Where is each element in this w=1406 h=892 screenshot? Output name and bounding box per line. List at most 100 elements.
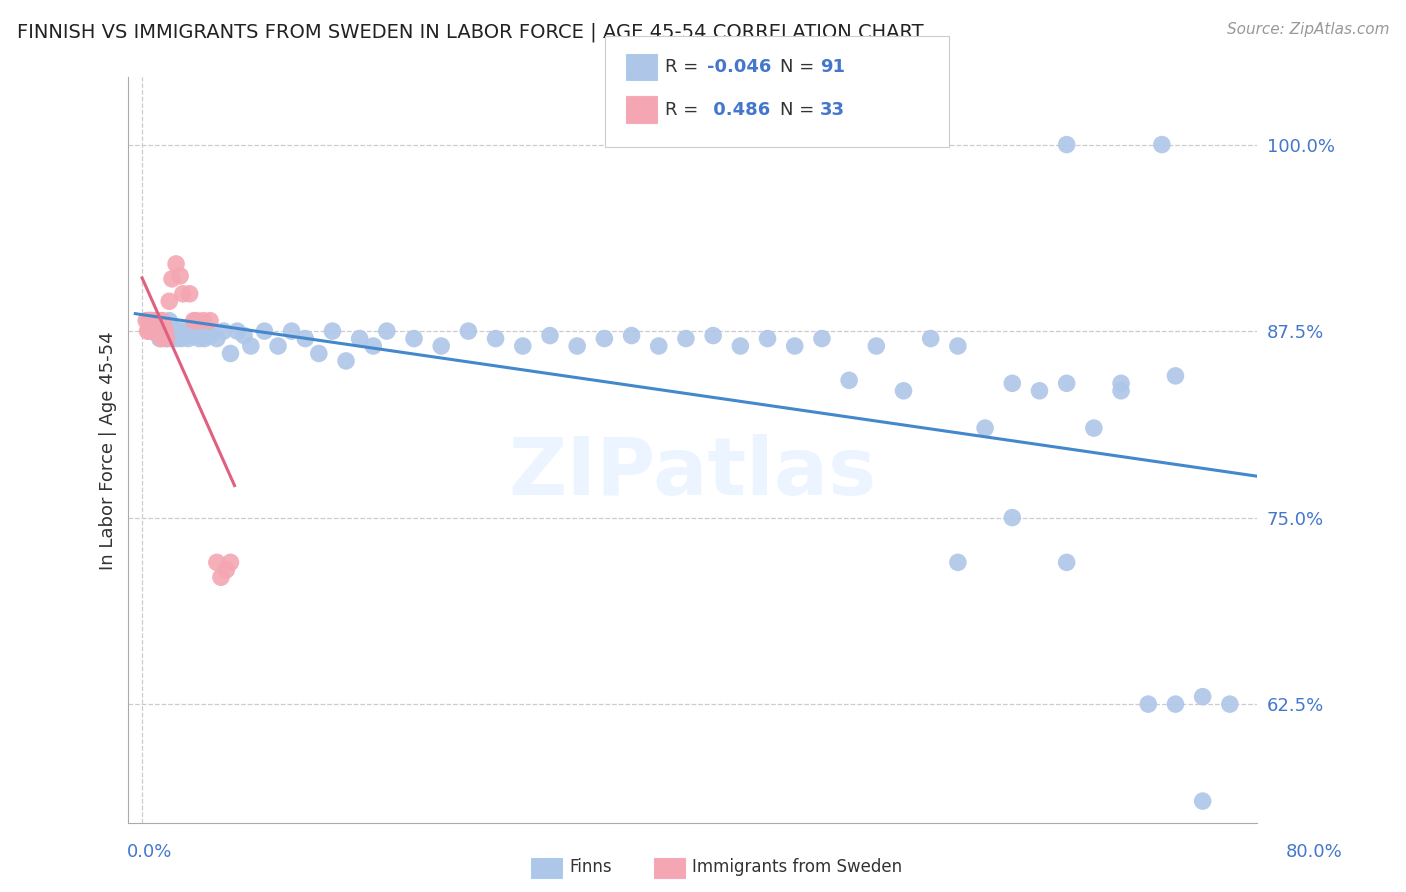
Text: 33: 33 <box>820 101 845 119</box>
Point <box>135 313 157 327</box>
Text: Immigrants from Sweden: Immigrants from Sweden <box>692 858 901 876</box>
Point <box>149 324 172 338</box>
Point <box>145 313 167 327</box>
Point <box>1164 368 1187 383</box>
Text: Finns: Finns <box>569 858 612 876</box>
Point <box>702 328 724 343</box>
Point <box>946 339 969 353</box>
Point <box>167 324 190 338</box>
Point <box>730 339 752 353</box>
Point <box>783 339 806 353</box>
Point <box>145 313 167 327</box>
Point <box>1109 376 1132 391</box>
Point <box>148 324 170 338</box>
Point <box>169 268 191 283</box>
Point <box>675 332 697 346</box>
Point <box>215 563 238 577</box>
Point <box>205 332 228 346</box>
Point <box>157 294 180 309</box>
Point <box>620 328 643 343</box>
Point <box>1137 697 1160 711</box>
Point <box>150 332 173 346</box>
Point <box>156 324 179 338</box>
Point <box>169 328 191 343</box>
Point <box>153 317 176 331</box>
Point <box>205 555 228 569</box>
Point <box>165 323 187 337</box>
Point <box>1191 690 1213 704</box>
Point <box>1083 421 1105 435</box>
Point <box>648 339 671 353</box>
Point <box>209 570 232 584</box>
Text: 0.486: 0.486 <box>707 101 770 119</box>
Point <box>150 313 173 327</box>
Point <box>165 257 187 271</box>
Point <box>321 324 343 338</box>
Point <box>177 332 200 346</box>
Point <box>198 313 221 327</box>
Text: 80.0%: 80.0% <box>1286 843 1343 861</box>
Point <box>191 328 214 343</box>
Point <box>226 324 249 338</box>
Point <box>219 346 242 360</box>
Point <box>170 332 193 346</box>
Point <box>1001 510 1024 524</box>
Point <box>159 323 181 337</box>
Point <box>160 272 183 286</box>
Point <box>457 324 479 338</box>
Point <box>308 346 330 360</box>
Point <box>174 328 197 343</box>
Point <box>280 324 302 338</box>
Point <box>233 328 256 343</box>
Point <box>145 324 167 338</box>
Point <box>152 324 174 338</box>
Text: N =: N = <box>780 58 820 76</box>
Point <box>172 324 194 338</box>
Point <box>139 324 162 338</box>
Point <box>1056 376 1078 391</box>
Point <box>160 332 183 346</box>
Point <box>349 332 371 346</box>
Point <box>138 313 160 327</box>
Point <box>198 328 221 343</box>
Point <box>1164 697 1187 711</box>
Point <box>402 332 425 346</box>
Point <box>163 328 186 343</box>
Point <box>267 339 290 353</box>
Point <box>1191 794 1213 808</box>
Point <box>157 313 180 327</box>
Point <box>146 313 169 327</box>
Text: N =: N = <box>780 101 820 119</box>
Point <box>153 324 176 338</box>
Point <box>1109 384 1132 398</box>
Point <box>430 339 453 353</box>
Point <box>183 328 205 343</box>
Text: -0.046: -0.046 <box>707 58 772 76</box>
Text: ZIPatlas: ZIPatlas <box>509 434 877 512</box>
Point <box>195 324 218 338</box>
Point <box>183 313 205 327</box>
Point <box>893 384 915 398</box>
Point <box>146 317 169 331</box>
Point <box>188 332 211 346</box>
Point <box>974 421 997 435</box>
Point <box>194 332 217 346</box>
Point <box>166 332 188 346</box>
Point <box>838 373 860 387</box>
Point <box>1056 137 1078 152</box>
Point <box>1219 697 1241 711</box>
Point <box>212 324 235 338</box>
Point <box>756 332 779 346</box>
Point <box>811 332 834 346</box>
Text: R =: R = <box>665 101 704 119</box>
Point <box>139 313 162 327</box>
Point <box>172 286 194 301</box>
Point <box>239 339 262 353</box>
Y-axis label: In Labor Force | Age 45-54: In Labor Force | Age 45-54 <box>100 331 117 570</box>
Point <box>186 323 208 337</box>
Point <box>219 555 242 569</box>
Point <box>946 555 969 569</box>
Point <box>1001 376 1024 391</box>
Point <box>149 332 172 346</box>
Point <box>253 324 276 338</box>
